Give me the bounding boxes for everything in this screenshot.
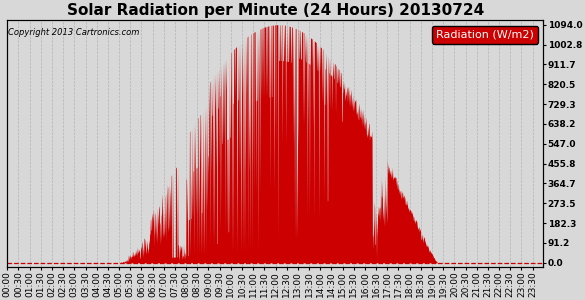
Text: Copyright 2013 Cartronics.com: Copyright 2013 Cartronics.com <box>8 28 140 37</box>
Title: Solar Radiation per Minute (24 Hours) 20130724: Solar Radiation per Minute (24 Hours) 20… <box>67 3 484 18</box>
Legend: Radiation (W/m2): Radiation (W/m2) <box>432 26 538 44</box>
